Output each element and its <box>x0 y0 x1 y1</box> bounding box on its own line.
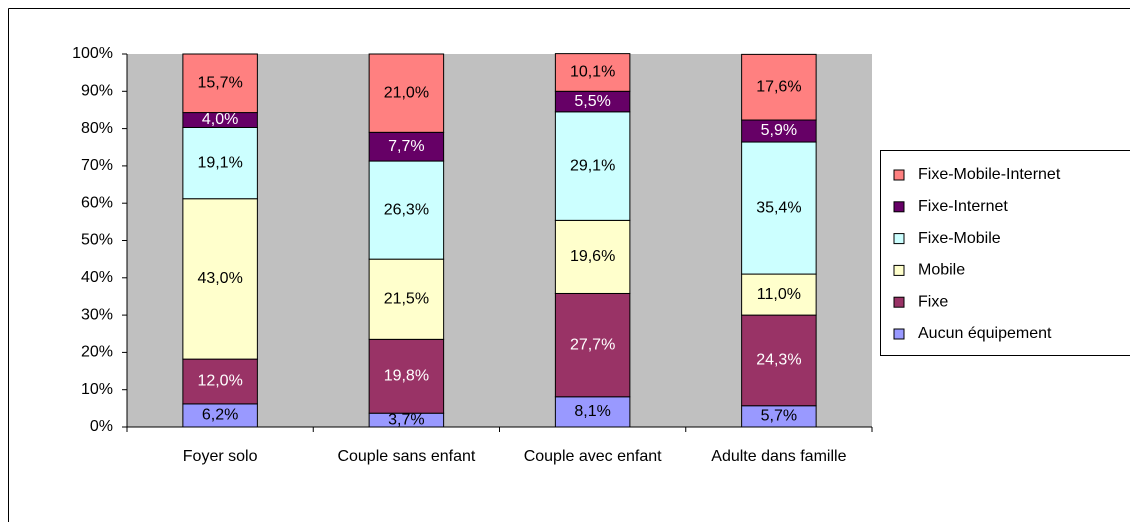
data-label: 21,5% <box>384 290 429 307</box>
data-label: 6,2% <box>202 407 238 424</box>
legend-swatch <box>893 169 905 181</box>
y-tick-label: 80% <box>81 120 113 137</box>
legend-swatch <box>893 328 905 340</box>
x-tick-label: Couple sans enfant <box>337 448 476 465</box>
bar-segment <box>368 53 445 133</box>
legend-swatch <box>893 201 905 213</box>
data-label: 4,0% <box>202 111 238 128</box>
y-tick-label: 40% <box>81 269 113 286</box>
bar-segment <box>368 160 445 260</box>
bar-segment <box>368 338 445 414</box>
legend-box <box>880 150 1130 356</box>
y-tick-label: 30% <box>81 306 113 323</box>
x-tick-label: Foyer solo <box>182 448 258 465</box>
y-tick-label: 50% <box>81 232 113 249</box>
data-label: 19,8% <box>384 367 429 384</box>
data-label: 7,7% <box>388 138 424 155</box>
data-label: 19,6% <box>570 248 615 265</box>
data-label: 8,1% <box>574 403 610 420</box>
legend-label: Mobile <box>918 262 965 279</box>
bar-segment <box>741 53 817 121</box>
bar-segment <box>368 258 445 340</box>
bar-segment <box>554 292 631 398</box>
data-label: 21,0% <box>384 84 429 101</box>
data-label: 29,1% <box>570 157 615 174</box>
data-label: 10,1% <box>570 64 615 81</box>
bar-segment <box>182 198 258 360</box>
legend-swatch <box>893 233 905 245</box>
legend-label: Fixe-Mobile-Internet <box>918 166 1061 183</box>
data-label: 17,6% <box>756 78 801 95</box>
y-tick-label: 100% <box>72 45 113 62</box>
data-label: 12,0% <box>197 373 242 390</box>
legend-label: Fixe-Internet <box>918 198 1008 215</box>
legend-label: Fixe-Mobile <box>918 230 1001 247</box>
data-label: 24,3% <box>756 352 801 369</box>
data-label: 26,3% <box>384 201 429 218</box>
bar-segment <box>554 53 631 92</box>
data-label: 43,0% <box>197 270 242 287</box>
data-label: 15,7% <box>197 74 242 91</box>
bar-segment <box>741 314 817 407</box>
legend-swatch <box>893 264 905 276</box>
data-label: 35,4% <box>756 199 801 216</box>
y-tick-label: 0% <box>90 418 113 435</box>
y-tick-label: 90% <box>81 83 113 100</box>
bar-segment <box>741 141 817 275</box>
legend-label: Fixe <box>918 293 948 310</box>
bar-segment <box>554 111 631 221</box>
bar-segment <box>182 126 258 200</box>
data-label: 5,7% <box>761 408 797 425</box>
data-label: 27,7% <box>570 336 615 353</box>
x-tick-label: Adulte dans famille <box>711 448 847 465</box>
legend-swatch <box>893 296 905 308</box>
y-tick-label: 10% <box>81 381 113 398</box>
y-tick-label: 60% <box>81 194 113 211</box>
data-label: 5,5% <box>574 93 610 110</box>
y-tick-label: 70% <box>81 157 113 174</box>
y-tick-label: 20% <box>81 344 113 361</box>
bar-segment <box>554 219 631 294</box>
bar-segment <box>182 53 258 114</box>
data-label: 11,0% <box>757 286 801 303</box>
x-tick-label: Couple avec enfant <box>523 448 662 465</box>
data-label: 5,9% <box>761 122 797 139</box>
legend-label: Aucun équipement <box>918 325 1052 342</box>
data-label: 19,1% <box>197 154 242 171</box>
data-label: 3,7% <box>388 411 424 428</box>
